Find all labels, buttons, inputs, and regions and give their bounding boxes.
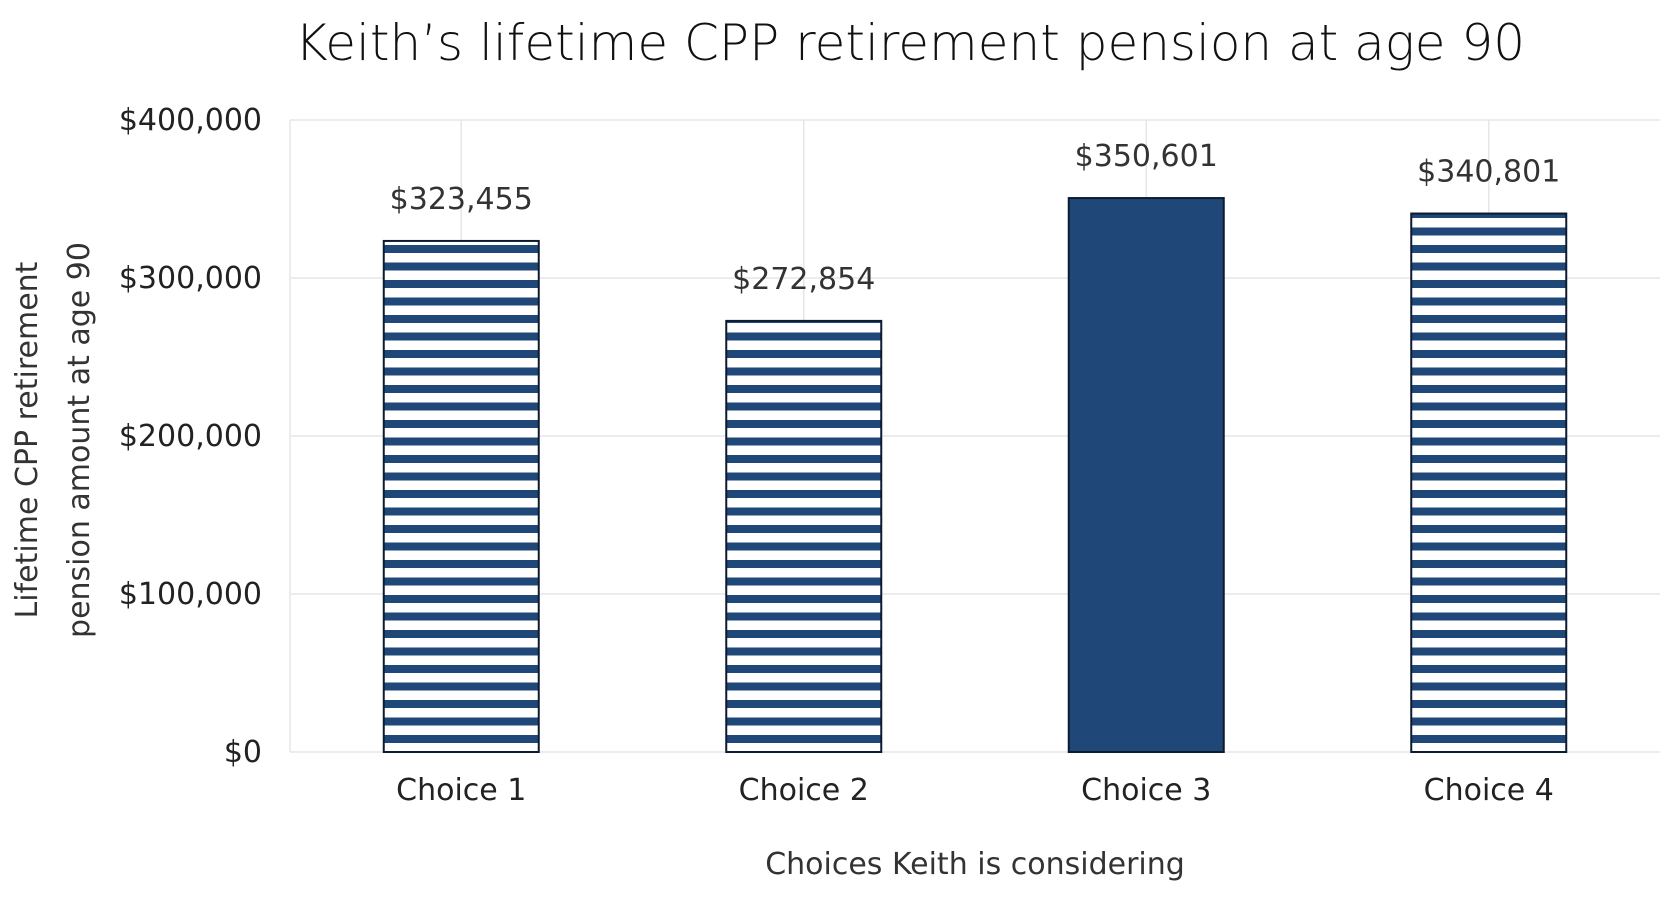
data-labels: $323,455 $272,854 $350,601 $340,801 xyxy=(390,139,1561,297)
x-category-label: Choice 3 xyxy=(1081,773,1211,808)
x-category-label: Choice 1 xyxy=(396,773,526,808)
y-axis-ticks: $0 $100,000 $200,000 $300,000 $400,000 xyxy=(119,103,262,770)
y-axis-label: Lifetime CPP retirement pension amount a… xyxy=(10,242,97,638)
x-category-label: Choice 2 xyxy=(739,773,869,808)
bar-choice-4 xyxy=(1410,212,1568,753)
data-label: $340,801 xyxy=(1417,155,1560,190)
bar-choice-1 xyxy=(382,239,540,753)
y-tick-label: $400,000 xyxy=(119,103,262,138)
y-tick-label: $100,000 xyxy=(119,577,262,612)
data-label: $272,854 xyxy=(732,262,875,297)
y-tick-label: $200,000 xyxy=(119,419,262,454)
y-tick-label: $0 xyxy=(224,735,262,770)
y-axis-label-line-1: Lifetime CPP retirement xyxy=(10,261,45,618)
x-category-label: Choice 4 xyxy=(1424,773,1554,808)
bar-choice-2 xyxy=(725,319,883,753)
bar-choice-3 xyxy=(1067,197,1225,753)
data-label: $350,601 xyxy=(1075,139,1218,174)
y-axis-label-line-2: pension amount at age 90 xyxy=(62,242,97,638)
bars xyxy=(382,197,1568,753)
x-axis-label: Choices Keith is considering xyxy=(765,847,1185,882)
x-axis-categories: Choice 1 Choice 2 Choice 3 Choice 4 xyxy=(396,773,1554,808)
chart-title: Keith’s lifetime CPP retirement pension … xyxy=(295,14,1525,72)
y-tick-label: $300,000 xyxy=(119,261,262,296)
data-label: $323,455 xyxy=(390,182,533,217)
